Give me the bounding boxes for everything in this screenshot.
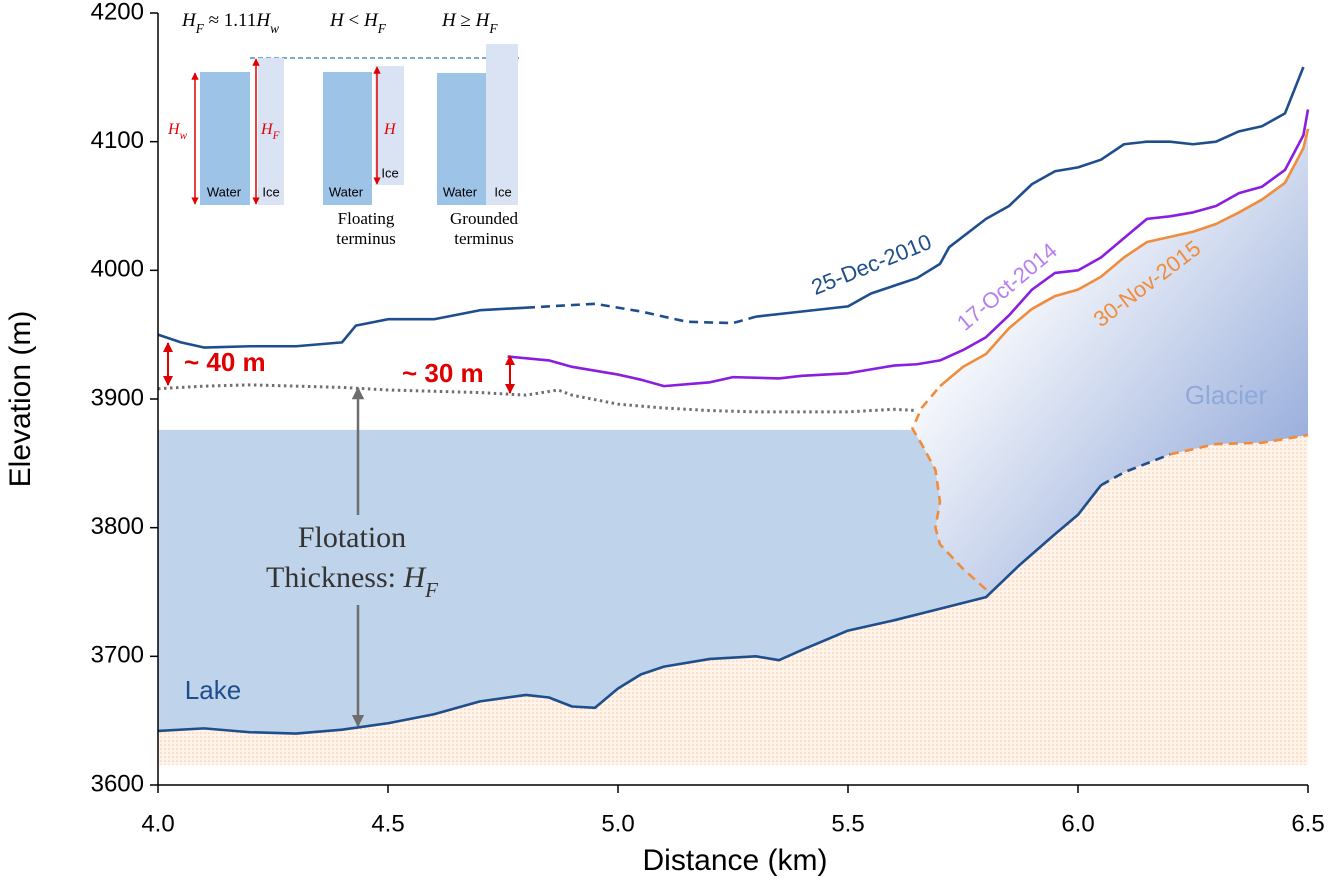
series-line	[157, 484, 1103, 735]
annotation: Thickness: HF	[266, 561, 438, 602]
annotation: ~ 30 m	[402, 358, 484, 388]
water-column	[323, 72, 372, 205]
text-piece: ≥	[456, 10, 476, 31]
series-line	[1100, 453, 1171, 487]
formula: HF ≈ 1.11Hw	[181, 10, 279, 35]
series-label: 25-Dec-2010	[808, 229, 935, 300]
y-tick-label: 4200	[91, 0, 144, 25]
text-piece: H	[260, 121, 274, 138]
series-line	[157, 383, 918, 414]
text-piece: F	[195, 21, 205, 36]
water-column	[437, 73, 486, 205]
ice-label: Ice	[494, 184, 511, 199]
x-tick-label: 5.5	[831, 810, 864, 837]
series-line	[507, 109, 1310, 388]
text-piece: H	[383, 121, 397, 138]
water-label: Water	[443, 184, 478, 199]
y-axis-label: Elevation (m)	[4, 311, 37, 488]
height-label: HF	[260, 121, 280, 142]
text-piece: F	[272, 130, 280, 142]
formula: H ≥ HF	[441, 10, 498, 35]
annotation: ~ 40 m	[184, 347, 266, 377]
y-tick-label: 4000	[91, 256, 144, 283]
annotation: Glacier	[1185, 380, 1268, 410]
x-tick-label: 4.0	[141, 810, 174, 837]
x-tick-label: 6.5	[1291, 810, 1324, 837]
series-line	[525, 302, 757, 325]
series-line	[157, 66, 1305, 349]
y-tick-label: 3900	[91, 384, 144, 411]
water-column	[200, 72, 250, 205]
lines-layer	[157, 66, 1310, 735]
ice-column	[486, 44, 518, 205]
annotation: Lake	[185, 675, 241, 705]
text-piece: H	[181, 10, 197, 31]
series-line	[911, 385, 987, 591]
text-piece: w	[270, 21, 279, 36]
text-piece: H	[475, 10, 491, 31]
text-piece: ≈ 1.11	[204, 10, 256, 31]
x-tick-label: 5.0	[601, 810, 634, 837]
height-label: H	[383, 121, 397, 138]
x-axis-label: Distance (km)	[642, 844, 827, 877]
series-line	[939, 128, 1310, 388]
y-tick-label: 3800	[91, 513, 144, 540]
axes-layer: Distance (km) Elevation (m) 3600 3700 3800…	[4, 0, 1325, 877]
ice-label: Ice	[262, 184, 279, 199]
text-piece: F	[424, 578, 438, 602]
sediment	[158, 435, 1308, 765]
background-layer	[158, 128, 1308, 765]
formula: H < HF	[329, 10, 387, 35]
water-label: Water	[329, 184, 364, 199]
y-tick-label: 4100	[91, 127, 144, 154]
y-tick-label: 3700	[91, 642, 144, 669]
text-piece: <	[344, 10, 364, 31]
text-piece: H	[402, 561, 427, 594]
annotation: Flotation	[298, 521, 406, 554]
x-tick-label: 6.0	[1061, 810, 1094, 837]
ice-label: Ice	[381, 165, 398, 180]
glacier	[912, 128, 1308, 598]
text-piece: F	[377, 21, 387, 36]
caption: Floating	[338, 209, 395, 228]
caption: terminus	[454, 229, 514, 248]
text-piece: H	[255, 10, 271, 31]
y-tick-label: 3600	[91, 770, 144, 797]
text-piece: w	[180, 130, 188, 142]
text-piece: H	[329, 10, 345, 31]
text-piece: H	[363, 10, 379, 31]
water-label: Water	[207, 184, 242, 199]
height-label: Hw	[167, 121, 188, 142]
series-line	[1169, 433, 1309, 456]
caption: terminus	[336, 229, 396, 248]
caption: Grounded	[450, 209, 518, 228]
text-piece: Thickness:	[266, 561, 403, 594]
text-piece: H	[167, 121, 181, 138]
text-piece: F	[488, 21, 498, 36]
inset-diagram: Hw HF H Water Ice Water Ice Water Ice Fl…	[167, 10, 520, 248]
text-piece: H	[441, 10, 457, 31]
ice-column	[258, 58, 284, 205]
x-tick-label: 4.5	[371, 810, 404, 837]
